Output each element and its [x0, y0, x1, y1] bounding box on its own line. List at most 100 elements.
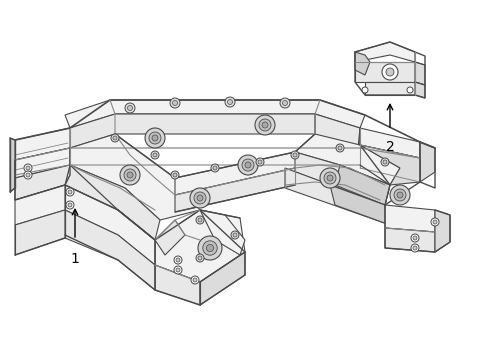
Circle shape — [127, 172, 133, 178]
Polygon shape — [15, 148, 70, 178]
Circle shape — [190, 188, 210, 208]
Circle shape — [176, 258, 180, 262]
Circle shape — [173, 173, 177, 177]
Polygon shape — [155, 220, 185, 255]
Polygon shape — [330, 185, 390, 225]
Polygon shape — [65, 185, 155, 265]
Circle shape — [197, 195, 203, 201]
Polygon shape — [15, 185, 65, 225]
Circle shape — [362, 87, 368, 93]
Circle shape — [320, 168, 340, 188]
Circle shape — [68, 203, 72, 207]
Circle shape — [255, 115, 275, 135]
Polygon shape — [10, 138, 15, 192]
Circle shape — [124, 169, 136, 181]
Circle shape — [338, 146, 342, 150]
Polygon shape — [15, 148, 70, 188]
Circle shape — [171, 171, 179, 179]
Circle shape — [120, 165, 140, 185]
Circle shape — [198, 218, 202, 222]
Circle shape — [24, 164, 32, 172]
Circle shape — [258, 160, 262, 164]
Circle shape — [245, 162, 251, 168]
Circle shape — [280, 98, 290, 108]
Circle shape — [145, 128, 165, 148]
Polygon shape — [15, 128, 70, 160]
Polygon shape — [420, 142, 435, 182]
Polygon shape — [415, 62, 425, 85]
Circle shape — [397, 192, 403, 198]
Polygon shape — [15, 210, 65, 255]
Polygon shape — [155, 210, 245, 282]
Circle shape — [26, 166, 30, 170]
Circle shape — [198, 236, 222, 260]
Circle shape — [231, 231, 239, 239]
Circle shape — [225, 97, 235, 107]
Circle shape — [413, 246, 417, 250]
Circle shape — [233, 233, 237, 237]
Polygon shape — [295, 134, 400, 185]
Circle shape — [411, 234, 419, 242]
Polygon shape — [385, 228, 435, 252]
Polygon shape — [415, 82, 425, 98]
Circle shape — [293, 153, 297, 157]
Polygon shape — [360, 145, 420, 185]
Text: 2: 2 — [386, 140, 394, 154]
Circle shape — [394, 189, 406, 201]
Circle shape — [413, 236, 417, 240]
Polygon shape — [365, 82, 415, 95]
Circle shape — [66, 201, 74, 209]
Polygon shape — [360, 128, 420, 158]
Circle shape — [227, 99, 232, 104]
Circle shape — [196, 254, 204, 262]
Circle shape — [198, 256, 202, 260]
Circle shape — [149, 132, 161, 144]
Circle shape — [26, 173, 30, 177]
Circle shape — [283, 100, 288, 105]
Circle shape — [386, 68, 394, 76]
Polygon shape — [285, 168, 390, 225]
Circle shape — [256, 158, 264, 166]
Polygon shape — [355, 42, 415, 62]
Polygon shape — [70, 114, 360, 148]
Circle shape — [152, 135, 158, 141]
Circle shape — [193, 278, 197, 282]
Circle shape — [176, 268, 180, 272]
Polygon shape — [15, 165, 70, 200]
Circle shape — [327, 175, 333, 181]
Circle shape — [213, 166, 217, 170]
Circle shape — [151, 151, 159, 159]
Circle shape — [381, 158, 389, 166]
Polygon shape — [335, 165, 390, 205]
Circle shape — [174, 266, 182, 274]
Circle shape — [170, 98, 180, 108]
Polygon shape — [355, 52, 370, 75]
Polygon shape — [200, 210, 245, 255]
Polygon shape — [155, 265, 200, 305]
Text: 1: 1 — [71, 252, 79, 266]
Circle shape — [407, 87, 413, 93]
Circle shape — [194, 192, 206, 204]
Circle shape — [196, 216, 204, 224]
Polygon shape — [355, 62, 415, 82]
Circle shape — [191, 276, 199, 284]
Circle shape — [172, 100, 177, 105]
Polygon shape — [285, 152, 390, 205]
Polygon shape — [175, 152, 295, 195]
Circle shape — [238, 155, 258, 175]
Polygon shape — [65, 165, 160, 240]
Circle shape — [382, 64, 398, 80]
Circle shape — [291, 151, 299, 159]
Circle shape — [174, 256, 182, 264]
Polygon shape — [200, 252, 245, 305]
Circle shape — [433, 220, 437, 224]
Circle shape — [431, 218, 439, 226]
Polygon shape — [70, 134, 200, 220]
Circle shape — [24, 171, 32, 179]
Polygon shape — [65, 100, 365, 128]
Circle shape — [390, 185, 410, 205]
Polygon shape — [360, 145, 420, 182]
Circle shape — [206, 244, 214, 252]
Polygon shape — [65, 210, 155, 290]
Circle shape — [203, 241, 217, 255]
